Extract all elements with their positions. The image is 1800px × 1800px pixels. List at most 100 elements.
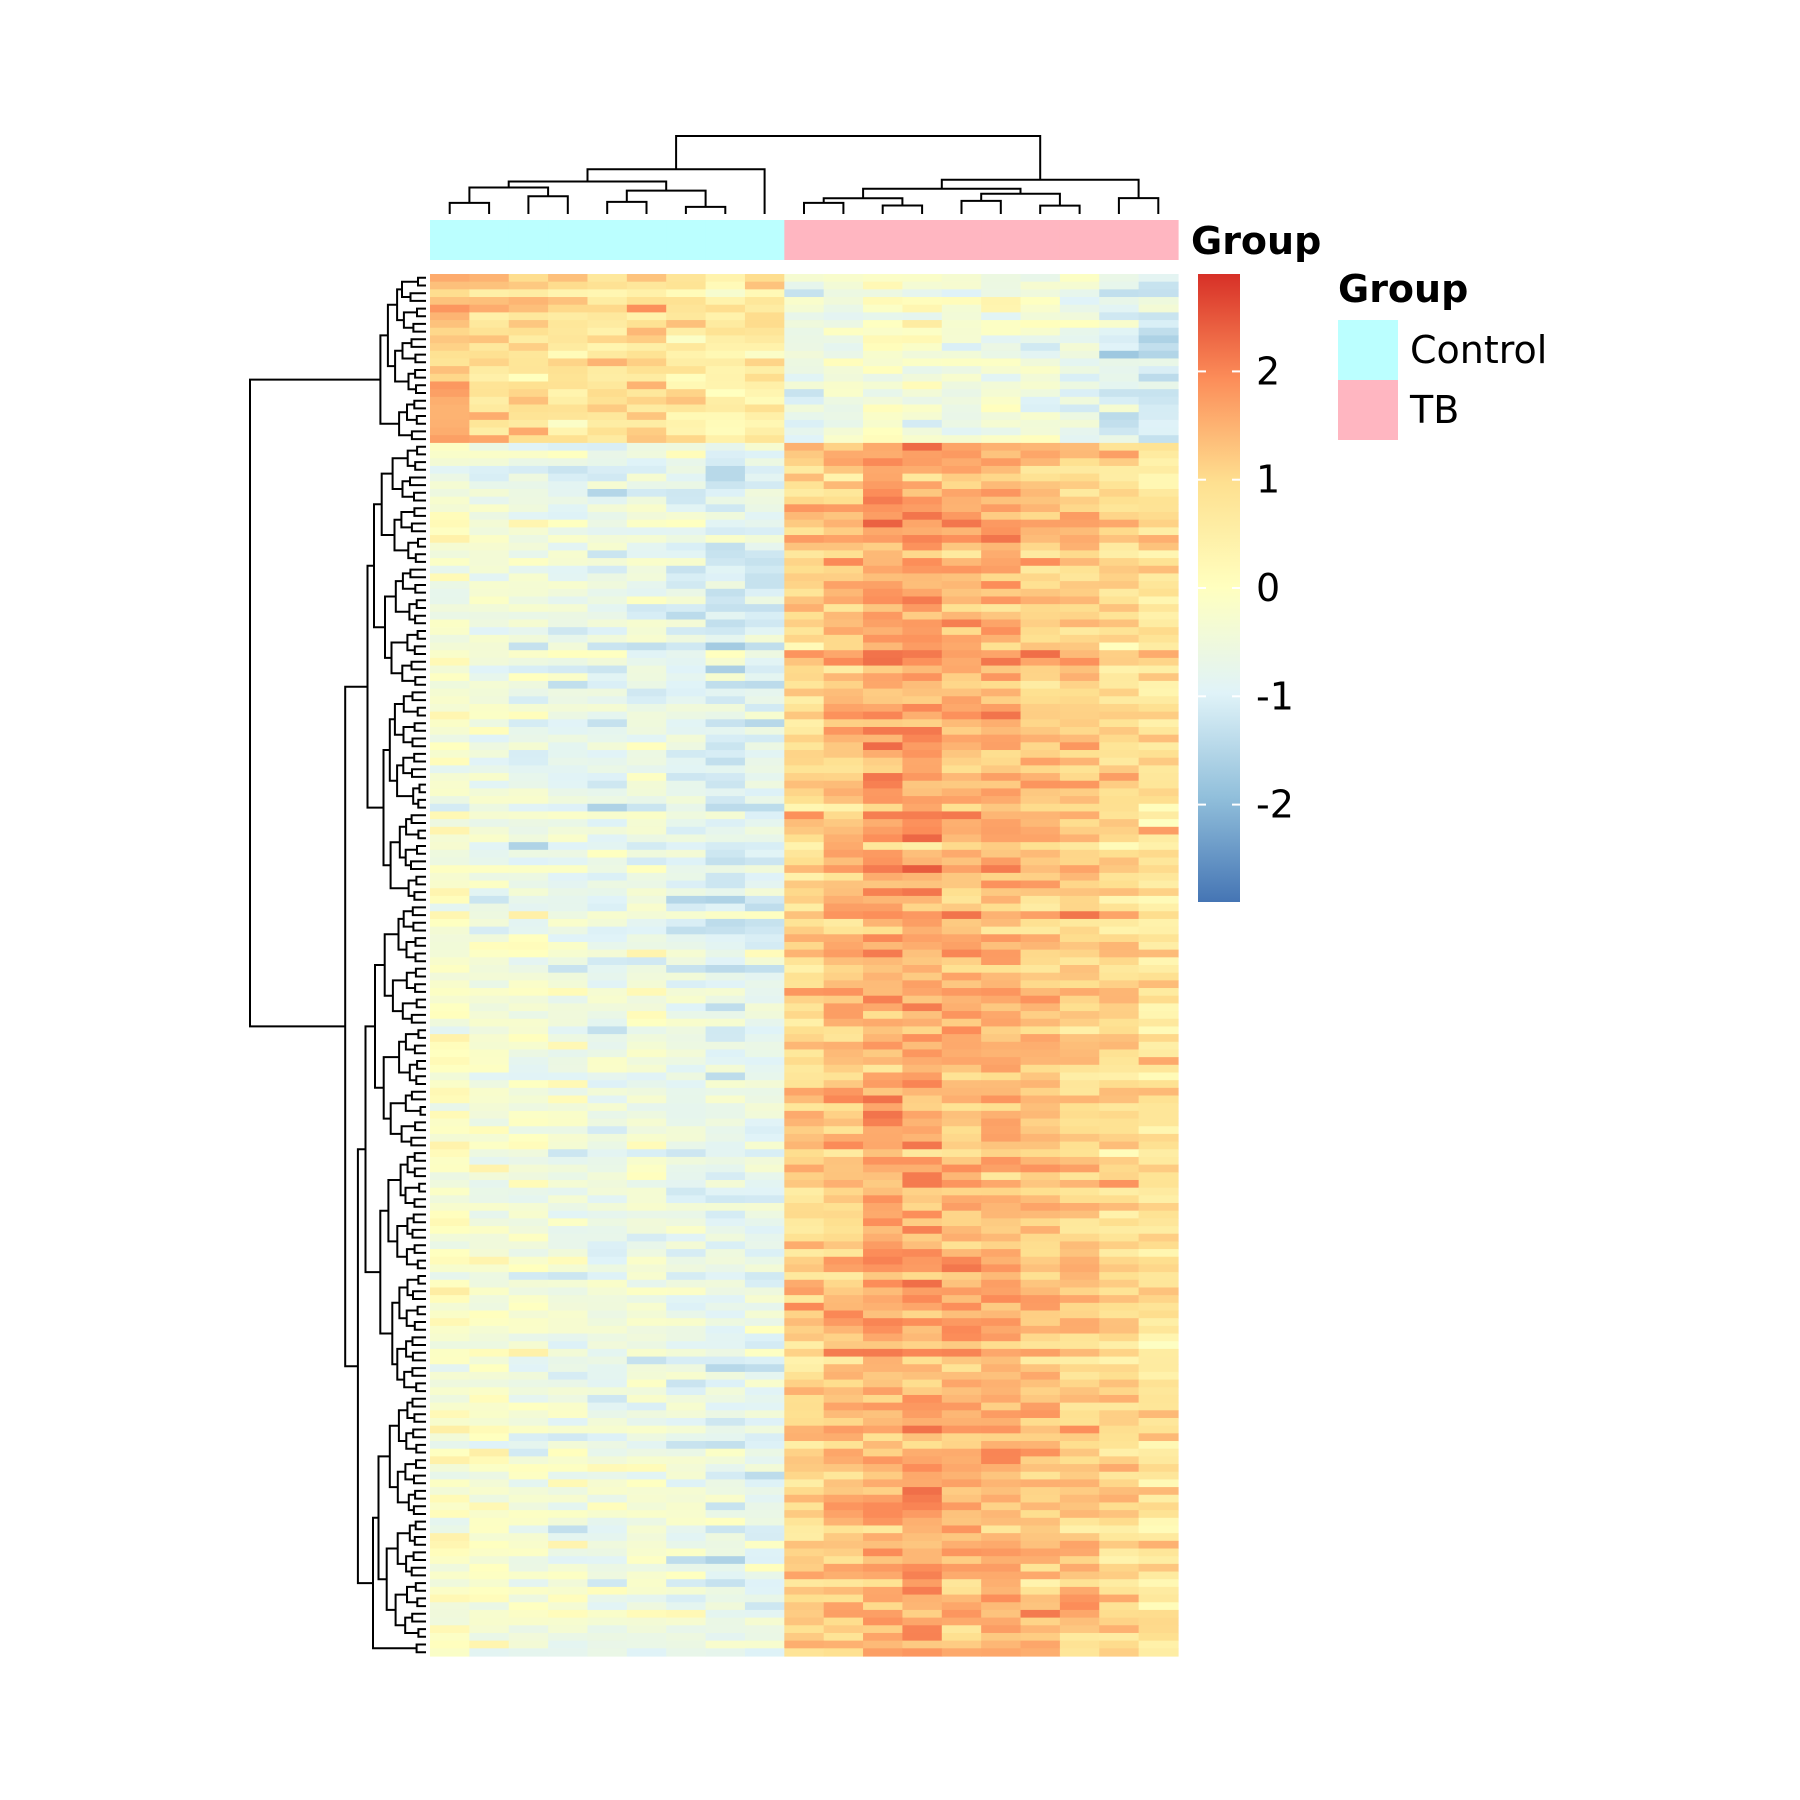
heatmap-cell [1020, 1164, 1061, 1173]
heatmap-cell [705, 657, 746, 667]
dendrogram-branch [414, 1520, 426, 1531]
heatmap-cell [863, 1510, 904, 1519]
heatmap-cell [744, 1080, 785, 1089]
heatmap-cell [1099, 1364, 1140, 1373]
heatmap-cell [626, 604, 667, 613]
heatmap-cell [626, 757, 667, 766]
heatmap-cell [981, 1425, 1022, 1434]
heatmap-cell [705, 1625, 746, 1634]
heatmap-cell [902, 711, 943, 720]
heatmap-cell [1059, 550, 1100, 559]
heatmap-cell [1138, 1233, 1179, 1242]
heatmap-cell [430, 773, 470, 782]
heatmap-cell [1059, 565, 1100, 575]
heatmap-cell [508, 1563, 549, 1573]
heatmap-cell [1138, 611, 1179, 621]
heatmap-cell [941, 1356, 982, 1365]
heatmap-cell [941, 512, 982, 521]
heatmap-cell [902, 396, 943, 406]
heatmap-cell [430, 419, 470, 429]
heatmap-cell [981, 1540, 1022, 1550]
heatmap-cell [548, 488, 589, 498]
heatmap-cell [941, 1041, 982, 1051]
heatmap-cell [469, 427, 510, 436]
heatmap-cell [508, 872, 549, 882]
heatmap-cell [626, 488, 667, 498]
heatmap-cell [548, 949, 589, 958]
heatmap-cell [1059, 1064, 1100, 1074]
heatmap-cell [430, 512, 470, 521]
heatmap-cell [784, 1310, 825, 1319]
heatmap-cell [981, 1103, 1022, 1112]
heatmap-cell [744, 673, 785, 682]
heatmap-cell [666, 1318, 707, 1327]
heatmap-cell [508, 734, 549, 743]
heatmap-cell [626, 849, 667, 859]
dendrogram-branch [415, 998, 426, 1009]
dendrogram-branch [249, 378, 381, 1028]
heatmap-cell [744, 535, 785, 544]
heatmap-cell [626, 481, 667, 490]
heatmap-cell [626, 1625, 667, 1634]
heatmap-cell [430, 1141, 470, 1150]
heatmap-cell [823, 857, 864, 866]
heatmap-cell [508, 1333, 549, 1342]
heatmap-cell [508, 450, 549, 459]
heatmap-cell [784, 1579, 825, 1588]
heatmap-cell [902, 719, 943, 728]
heatmap-cell [1138, 1072, 1179, 1081]
heatmap-cell [784, 1648, 825, 1657]
heatmap-cell [1099, 327, 1140, 337]
heatmap-cell [430, 450, 470, 459]
heatmap-cell [508, 1057, 549, 1066]
heatmap-cell [430, 619, 470, 628]
heatmap-cell [902, 726, 943, 736]
heatmap-cell [902, 358, 943, 367]
dendrogram-branch [527, 195, 569, 214]
heatmap-cell [1138, 1533, 1179, 1542]
heatmap-cell [902, 512, 943, 521]
heatmap-cell [1099, 1041, 1140, 1051]
heatmap-cell [1059, 819, 1100, 828]
heatmap-cell [1059, 1057, 1100, 1066]
heatmap-cell [1138, 481, 1179, 490]
heatmap-cell [626, 412, 667, 421]
heatmap-cell [548, 304, 589, 313]
heatmap-cell [666, 1464, 707, 1473]
heatmap-cell [823, 803, 864, 813]
heatmap-cell [784, 335, 825, 344]
heatmap-cell [705, 634, 746, 644]
heatmap-cell [1059, 650, 1100, 659]
heatmap-cell [744, 1617, 785, 1626]
heatmap-cell [902, 1487, 943, 1496]
heatmap-cell [587, 1011, 628, 1020]
heatmap-cell [823, 435, 864, 444]
heatmap-cell [823, 1272, 864, 1281]
dendrogram-branch [411, 1228, 426, 1239]
heatmap-cell [508, 842, 549, 851]
heatmap-cell [981, 888, 1022, 897]
heatmap-cell [705, 1448, 746, 1457]
heatmap-cell [469, 1371, 510, 1381]
heatmap-cell [1138, 1310, 1179, 1319]
heatmap-cell [1020, 496, 1061, 505]
heatmap-cell [587, 1356, 628, 1365]
heatmap-cell [1020, 465, 1061, 475]
heatmap-cell [705, 1471, 746, 1481]
heatmap-cell [981, 1057, 1022, 1066]
heatmap-cell [823, 826, 864, 836]
heatmap-cell [469, 650, 510, 659]
heatmap-cell [1099, 788, 1140, 797]
heatmap-cell [981, 757, 1022, 766]
heatmap-cell [1059, 435, 1100, 444]
heatmap-cell [902, 1272, 943, 1281]
heatmap-cell [1138, 742, 1179, 751]
heatmap-cell [902, 1064, 943, 1074]
heatmap-cell [469, 1448, 510, 1457]
heatmap-cell [548, 350, 589, 360]
heatmap-cell [902, 1371, 943, 1381]
heatmap-cell [626, 1609, 667, 1619]
heatmap-cell [705, 1402, 746, 1411]
heatmap-cell [784, 274, 825, 283]
heatmap-cell [823, 611, 864, 621]
